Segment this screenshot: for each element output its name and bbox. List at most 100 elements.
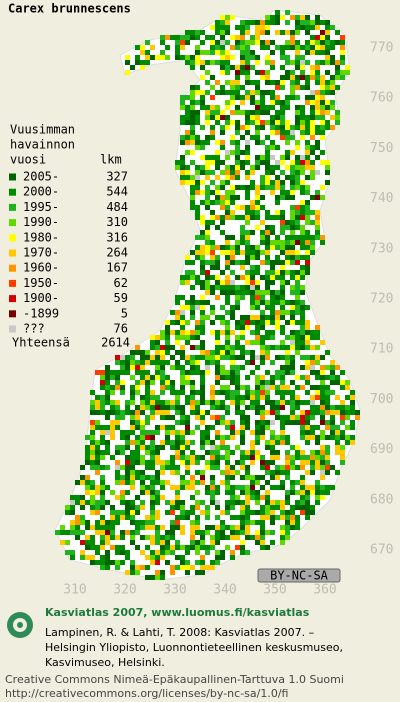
map-cell [295,175,300,180]
map-cell [185,425,190,430]
map-cell [160,415,165,420]
map-cell [280,50,285,55]
map-cell [265,410,270,415]
map-cell [315,405,320,410]
map-cell [310,95,315,100]
map-cell [150,480,155,485]
map-cell [290,215,295,220]
map-cell [310,345,315,350]
map-cell [150,435,155,440]
map-cell [285,255,290,260]
map-cell [255,30,260,35]
map-cell [265,120,270,125]
map-cell [195,250,200,255]
map-cell [200,370,205,375]
map-cell [190,205,195,210]
x-grid-label: 320 [113,583,136,598]
map-cell [175,330,180,335]
map-cell [245,235,250,240]
map-cell [275,145,280,150]
map-cell [285,465,290,470]
map-cell [200,355,205,360]
map-cell [145,490,150,495]
map-cell [95,410,100,415]
map-cell [240,185,245,190]
map-cell [190,360,195,365]
map-cell [105,550,110,555]
map-cell [300,185,305,190]
map-cell [330,100,335,105]
map-cell [130,485,135,490]
map-cell [325,425,330,430]
map-cell [200,300,205,305]
map-cell [180,165,185,170]
map-cell [295,20,300,25]
map-cell [245,340,250,345]
map-cell [95,445,100,450]
map-cell [320,370,325,375]
map-cell [310,105,315,110]
map-cell [280,480,285,485]
map-cell [250,35,255,40]
map-cell [175,565,180,570]
map-cell [305,515,310,520]
map-cell [265,510,270,515]
map-cell [140,440,145,445]
map-cell [300,400,305,405]
map-cell [315,455,320,460]
map-cell [190,30,195,35]
map-cell [285,520,290,525]
map-cell [235,45,240,50]
map-cell [335,435,340,440]
map-cell [145,370,150,375]
map-cell [270,90,275,95]
map-cell [270,485,275,490]
map-cell [255,110,260,115]
map-cell [265,155,270,160]
map-cell [270,375,275,380]
map-cell [200,535,205,540]
map-cell [285,400,290,405]
map-cell [105,555,110,560]
map-cell [130,420,135,425]
map-cell [285,420,290,425]
map-cell [255,60,260,65]
map-cell [190,510,195,515]
map-cell [265,150,270,155]
map-cell [275,95,280,100]
map-cell [190,430,195,435]
map-cell [140,470,145,475]
map-cell [250,475,255,480]
map-cell [310,430,315,435]
map-cell [245,190,250,195]
map-cell [260,535,265,540]
map-cell [340,430,345,435]
map-cell [225,395,230,400]
map-cell [200,250,205,255]
legend-label: 1960- [23,261,59,275]
map-cell [295,275,300,280]
map-cell [180,45,185,50]
map-cell [230,55,235,60]
map-cell [290,490,295,495]
map-cell [230,495,235,500]
map-cell [205,60,210,65]
map-cell [175,50,180,55]
map-cell [295,155,300,160]
map-cell [195,280,200,285]
map-cell [260,325,265,330]
map-cell [330,410,335,415]
map-cell [210,115,215,120]
legend-swatch [9,188,16,196]
map-cell [280,500,285,505]
map-cell [260,95,265,100]
map-cell [310,435,315,440]
map-cell [185,180,190,185]
map-cell [290,225,295,230]
map-cell [175,360,180,365]
map-cell [225,60,230,65]
map-cell [215,450,220,455]
map-cell [250,320,255,325]
map-cell [115,375,120,380]
map-cell [90,390,95,395]
